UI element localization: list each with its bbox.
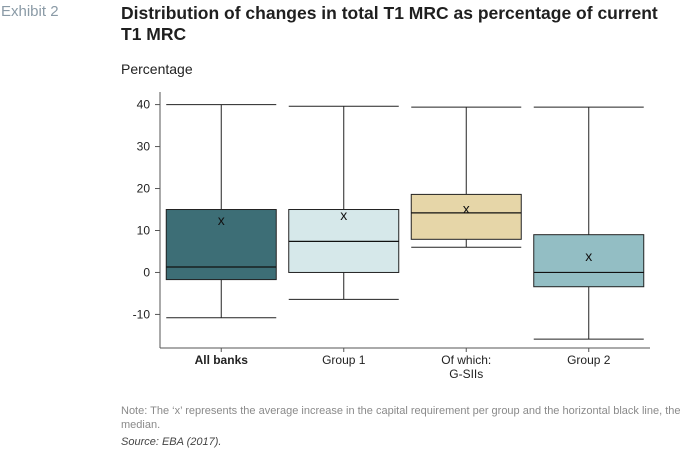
y-tick-label: -10 [133,307,151,321]
iqr-box [165,209,277,281]
x-tick-label: All banks [195,353,249,367]
x-tick-label: Group 2 [567,353,611,367]
chart-title: Distribution of changes in total T1 MRC … [121,3,658,44]
x-tick-label: Of which: [441,353,491,367]
chart-note: Note: The ‘x’ represents the average inc… [121,405,681,431]
mean-marker: x [463,201,470,217]
mean-marker: x [585,248,592,264]
mean-marker: x [340,207,347,223]
chart-source: Source: EBA (2017). [121,436,222,448]
y-tick-label: 30 [137,140,151,154]
x-tick-label: Group 1 [322,353,366,367]
y-tick-label: 10 [137,223,151,237]
iqr-box [533,234,645,288]
mean-marker: x [218,212,225,228]
y-tick-label: 20 [137,182,151,196]
exhibit-label: Exhibit 2 [1,3,59,20]
y-tick-label: 0 [143,265,150,279]
y-axis-label: Percentage [121,61,193,77]
iqr-box [410,193,522,240]
y-tick-label: 40 [137,98,151,112]
x-tick-label: G-SIIs [449,367,483,381]
